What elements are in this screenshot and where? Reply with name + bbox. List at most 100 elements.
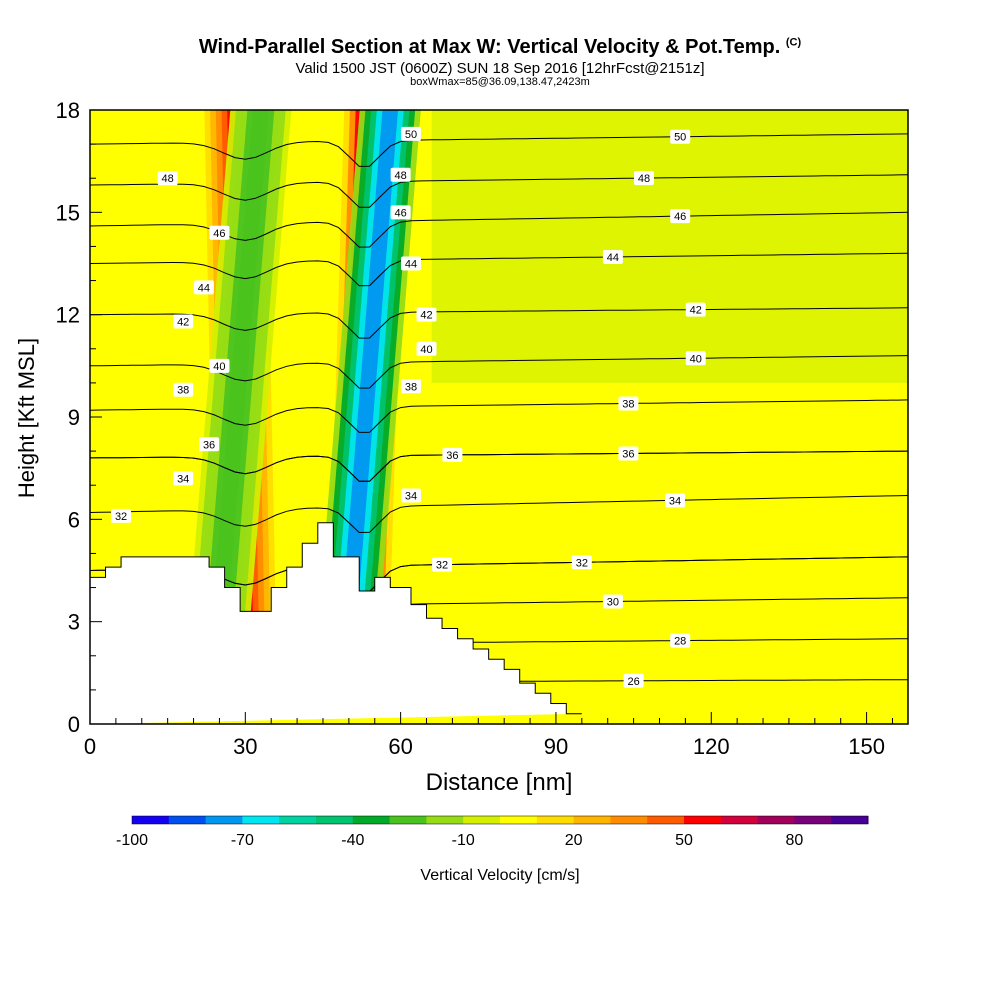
- colorbar-swatch: [205, 816, 243, 824]
- contour-label-box: [665, 493, 686, 508]
- chart-subtitle-2: boxWmax=85@36.09,138.47,2423m: [410, 76, 590, 88]
- theta-contour-label: 32: [111, 508, 132, 523]
- contour-label-text: 46: [674, 211, 686, 223]
- contour-label-box: [199, 437, 220, 452]
- x-axis: 0 30 60 90 120 150: [84, 712, 893, 759]
- contour-label-box: [157, 171, 178, 186]
- colorbar-swatch: [573, 816, 611, 824]
- contour-label-box: [173, 471, 194, 486]
- chart-title: Wind-Parallel Section at Max W: Vertical…: [198, 36, 802, 58]
- colorbar-swatch: [168, 816, 207, 824]
- contour-label-text: 34: [405, 490, 417, 502]
- theta-contour-line: [90, 252, 908, 287]
- colorbar-swatch: [610, 816, 648, 824]
- y-tick-label: 18: [56, 98, 80, 123]
- colorbar-swatch: [500, 816, 538, 824]
- contour-label-text: 30: [607, 596, 619, 608]
- colorbar-swatch: [757, 816, 795, 824]
- chart-subtitle: Valid 1500 JST (0600Z) SUN 18 Sep 2016 […: [295, 60, 705, 77]
- contour-label-box: [209, 358, 230, 373]
- contour-label-box: [193, 280, 214, 295]
- velocity-band: [341, 110, 399, 622]
- theta-contour-labels: 26 28 30 32 32 34 36 36 38 40 42 44 46 48 50 32 34 36 38 40…: [111, 126, 706, 688]
- contour-label-box: [400, 488, 421, 503]
- x-tick-label: 60: [388, 734, 412, 759]
- contour-label-text: 36: [622, 448, 634, 460]
- contour-label-text: 42: [177, 316, 189, 328]
- contour-label-box: [400, 379, 421, 394]
- contour-label-box: [400, 256, 421, 271]
- x-tick-label: 150: [848, 734, 885, 759]
- contour-label-box: [442, 447, 463, 462]
- theta-contour-line: [90, 307, 908, 339]
- contour-label-text: 46: [395, 207, 407, 219]
- contour-label-box: [618, 446, 639, 461]
- contour-label-text: 34: [177, 473, 189, 485]
- theta-contour-label: 36: [442, 447, 463, 462]
- colorbar-swatch: [426, 816, 464, 824]
- contour-label-box: [623, 673, 644, 688]
- contour-label-box: [173, 382, 194, 397]
- theta-contour-label: 46: [209, 225, 230, 240]
- contour-label-text: 34: [669, 495, 681, 507]
- contour-label-box: [432, 557, 453, 572]
- theta-contour-label: 44: [400, 256, 421, 271]
- contour-label-text: 36: [203, 439, 215, 451]
- theta-contour-label: 38: [618, 396, 639, 411]
- field-weak-descent: [431, 110, 908, 383]
- velocity-band: [211, 110, 269, 622]
- theta-contour-label: 44: [193, 280, 214, 295]
- theta-contour-label: 34: [173, 471, 194, 486]
- theta-contour-label: 38: [400, 379, 421, 394]
- theta-contour-label: 50: [400, 126, 421, 141]
- colorbar-tick-label: -10: [452, 832, 475, 849]
- theta-contour-label: 38: [173, 382, 194, 397]
- contour-label-box: [602, 594, 623, 609]
- x-tick-label: 120: [693, 734, 730, 759]
- contour-label-text: 36: [446, 450, 458, 462]
- contour-label-text: 44: [607, 252, 619, 264]
- theta-contour-label: 42: [685, 302, 706, 317]
- theta-contour-label: 46: [670, 209, 691, 224]
- contour-label-text: 32: [436, 560, 448, 572]
- contour-label-text: 42: [690, 305, 702, 317]
- y-tick-label: 0: [68, 712, 80, 737]
- contour-label-box: [618, 396, 639, 411]
- colorbar-swatch: [463, 816, 501, 824]
- colorbar-swatch: [831, 816, 869, 824]
- colorbar-swatch: [316, 816, 354, 824]
- theta-contour-label: 28: [670, 633, 691, 648]
- contour-label-box: [602, 249, 623, 264]
- theta-contour-line: [90, 399, 908, 433]
- x-tick-label: 30: [233, 734, 257, 759]
- colorbar-tick-label: -100: [116, 832, 148, 849]
- colorbar: -100 -70 -40 -10 20 50 80: [116, 815, 869, 849]
- theta-contour-label: 46: [390, 205, 411, 220]
- theta-contour-label: 30: [602, 594, 623, 609]
- contour-label-text: 26: [627, 676, 639, 688]
- contour-label-box: [390, 205, 411, 220]
- contour-label-text: 48: [162, 173, 174, 185]
- contour-label-text: 48: [395, 170, 407, 182]
- colorbar-tick-label: 20: [565, 832, 583, 849]
- theta-contour-label: 40: [685, 351, 706, 366]
- contour-label-text: 44: [198, 282, 210, 294]
- y-axis-label: Height [Kft MSL]: [14, 338, 39, 498]
- y-tick-label: 3: [68, 610, 80, 635]
- contour-label-text: 40: [213, 361, 225, 373]
- colorbar-label: Vertical Velocity [cm/s]: [420, 867, 579, 884]
- contour-label-text: 32: [576, 557, 588, 569]
- x-tick-label: 90: [544, 734, 568, 759]
- theta-contour-label: 48: [390, 167, 411, 182]
- y-tick-label: 12: [56, 303, 80, 328]
- theta-contour-line: [90, 355, 908, 389]
- y-tick-label: 9: [68, 405, 80, 430]
- colorbar-swatch: [536, 816, 575, 824]
- x-axis-label: Distance [nm]: [426, 769, 573, 796]
- contour-label-box: [209, 225, 230, 240]
- theta-contour-label: 32: [432, 557, 453, 572]
- theta-contour-label: 32: [571, 555, 592, 570]
- theta-contour-label: 34: [400, 488, 421, 503]
- contour-label-box: [633, 171, 654, 186]
- colorbar-swatch: [794, 816, 832, 824]
